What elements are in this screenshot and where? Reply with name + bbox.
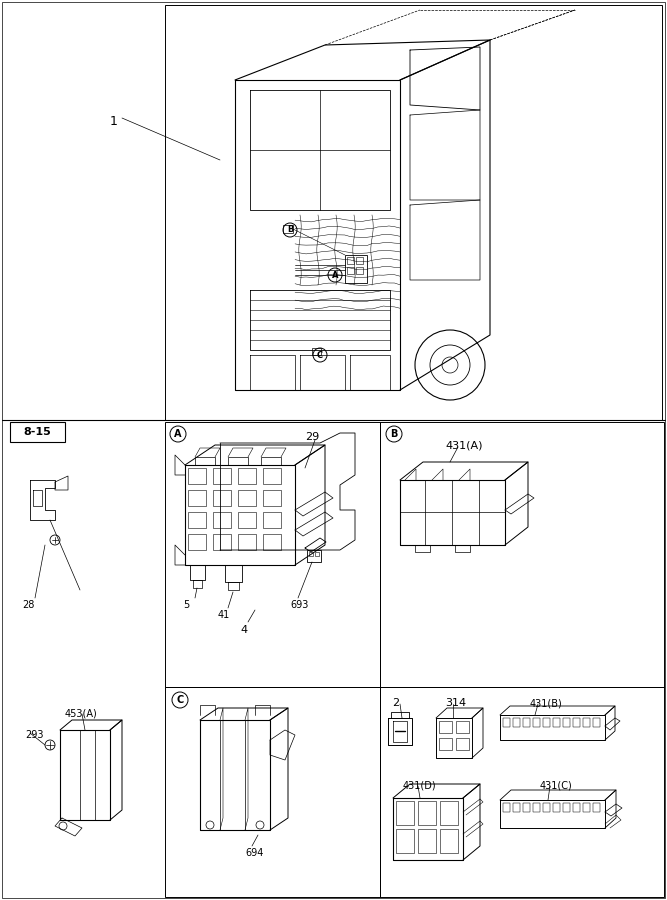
Text: A: A — [174, 429, 181, 439]
Text: 431(B): 431(B) — [530, 698, 563, 708]
Bar — [213, 512, 231, 528]
Text: 453(A): 453(A) — [65, 708, 98, 718]
Text: B: B — [287, 226, 293, 235]
Bar — [456, 721, 469, 733]
Bar — [165, 5, 662, 420]
Text: 293: 293 — [25, 730, 43, 740]
Bar — [523, 803, 530, 812]
Bar — [345, 255, 367, 283]
Bar — [263, 490, 281, 506]
Bar — [513, 718, 520, 727]
Bar — [263, 468, 281, 484]
Bar — [543, 718, 550, 727]
Bar — [593, 803, 600, 812]
Bar — [563, 718, 570, 727]
Bar — [503, 803, 510, 812]
Bar — [238, 534, 256, 550]
Bar — [553, 718, 560, 727]
Bar — [213, 534, 231, 550]
Bar — [238, 512, 256, 528]
Text: B: B — [390, 429, 398, 439]
Text: 431(A): 431(A) — [445, 440, 482, 450]
Bar — [188, 490, 206, 506]
Bar — [10, 422, 65, 442]
Bar — [543, 803, 550, 812]
Bar — [347, 257, 354, 264]
Text: A: A — [331, 271, 338, 280]
Bar — [188, 512, 206, 528]
Text: 431(C): 431(C) — [540, 780, 573, 790]
Bar — [396, 801, 414, 825]
Bar — [315, 552, 319, 556]
Bar — [583, 803, 590, 812]
Bar — [263, 512, 281, 528]
Bar — [513, 803, 520, 812]
Bar — [439, 721, 452, 733]
Text: C: C — [317, 350, 323, 359]
Text: C: C — [176, 695, 183, 705]
Bar — [238, 468, 256, 484]
Bar — [263, 534, 281, 550]
Bar — [418, 801, 436, 825]
Bar — [261, 457, 281, 465]
Text: 431(D): 431(D) — [403, 780, 437, 790]
Bar — [523, 718, 530, 727]
Text: 4: 4 — [240, 625, 247, 635]
Bar — [583, 718, 590, 727]
Text: 41: 41 — [218, 610, 230, 620]
Bar — [563, 803, 570, 812]
Text: 2: 2 — [392, 698, 399, 708]
Bar — [213, 490, 231, 506]
Bar — [188, 468, 206, 484]
Bar — [309, 552, 313, 556]
Bar — [396, 829, 414, 853]
Bar — [573, 718, 580, 727]
Bar — [356, 267, 363, 274]
Text: 1: 1 — [110, 115, 118, 128]
Bar — [307, 550, 321, 562]
Bar — [380, 687, 664, 897]
Bar — [347, 267, 354, 274]
Bar — [283, 225, 293, 233]
Bar — [439, 738, 452, 750]
Bar — [228, 457, 248, 465]
Text: 5: 5 — [183, 600, 189, 610]
Bar — [456, 738, 469, 750]
Text: 314: 314 — [445, 698, 466, 708]
Bar — [418, 829, 436, 853]
Bar — [503, 718, 510, 727]
Bar — [312, 348, 321, 355]
Bar — [195, 457, 215, 465]
Bar — [356, 257, 363, 264]
Text: 8-15: 8-15 — [23, 427, 51, 437]
Bar — [165, 687, 380, 897]
Bar — [238, 490, 256, 506]
Text: 29: 29 — [305, 432, 319, 442]
Bar — [593, 718, 600, 727]
Text: 693: 693 — [290, 600, 308, 610]
Text: 28: 28 — [22, 600, 35, 610]
Bar — [188, 534, 206, 550]
Bar — [573, 803, 580, 812]
Bar — [553, 803, 560, 812]
Bar — [533, 803, 540, 812]
Bar — [440, 829, 458, 853]
Bar — [380, 422, 664, 687]
Bar — [533, 718, 540, 727]
Text: 694: 694 — [245, 848, 263, 858]
Bar — [165, 422, 380, 687]
Bar — [440, 801, 458, 825]
Bar — [213, 468, 231, 484]
